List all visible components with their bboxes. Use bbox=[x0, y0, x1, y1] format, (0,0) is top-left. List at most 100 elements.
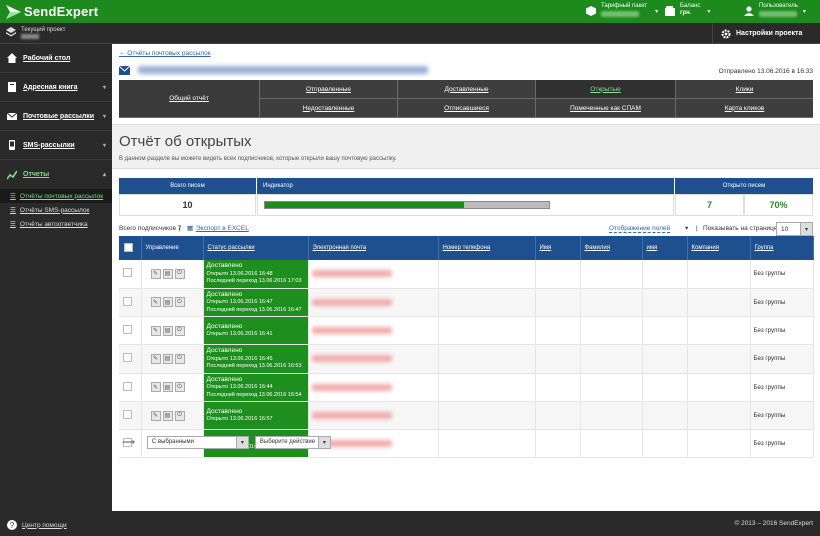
current-project-label: Текущий проект bbox=[21, 27, 66, 33]
document-icon[interactable]: ▤ bbox=[162, 353, 173, 364]
column-header[interactable]: Компания bbox=[687, 236, 751, 260]
group-cell: Без группы bbox=[750, 288, 814, 317]
with-selected-select[interactable]: С выбранными ▾ bbox=[146, 435, 249, 449]
power-icon[interactable]: ⏻ bbox=[174, 325, 185, 336]
row-checkbox[interactable] bbox=[123, 410, 132, 419]
action-select[interactable]: Выберите действие ▾ bbox=[254, 435, 331, 449]
power-icon[interactable]: ⏻ bbox=[174, 268, 185, 279]
user-icon bbox=[744, 6, 754, 16]
svg-text:?: ? bbox=[10, 521, 15, 530]
tab-clicks[interactable]: Клики bbox=[675, 80, 813, 99]
edit-icon[interactable]: ✎ bbox=[150, 382, 161, 393]
power-icon[interactable]: ⏻ bbox=[174, 410, 185, 421]
tab-unsubscribed[interactable]: Отписавшиеся bbox=[397, 99, 535, 118]
tab-delivered[interactable]: Доставленные bbox=[397, 80, 535, 99]
document-icon[interactable]: ▤ bbox=[162, 325, 173, 336]
row-select-cell[interactable] bbox=[119, 260, 142, 289]
select-all-checkbox[interactable] bbox=[124, 242, 133, 252]
row-select-cell[interactable] bbox=[119, 288, 142, 317]
row-select-cell[interactable] bbox=[119, 429, 142, 458]
indicator-bar-fill bbox=[265, 202, 464, 208]
user-block[interactable]: Пользователь ▾ bbox=[744, 3, 806, 20]
fields-display-link[interactable]: Отображение полей bbox=[609, 225, 671, 233]
sidebar-subitem-sms-reports[interactable]: ☰ Отчёты SMS-рассылок bbox=[0, 203, 112, 217]
power-icon[interactable]: ⏻ bbox=[174, 297, 185, 308]
column-header[interactable]: имя bbox=[642, 236, 688, 260]
row-select-cell[interactable] bbox=[119, 373, 142, 402]
per-page-select[interactable]: 10 ▾ bbox=[776, 222, 813, 236]
first-name-cell bbox=[535, 401, 581, 430]
row-select-cell[interactable] bbox=[119, 344, 142, 374]
edit-icon[interactable]: ✎ bbox=[150, 353, 161, 364]
edit-icon[interactable]: ✎ bbox=[150, 268, 161, 279]
row-checkbox[interactable] bbox=[123, 325, 132, 334]
document-icon[interactable]: ▤ bbox=[162, 268, 173, 279]
sidebar-subitem-label: Отчёты SMS-рассылок bbox=[19, 206, 90, 214]
table-header-row: Управление Статус рассылки Электронная п… bbox=[119, 236, 814, 260]
sidebar-item-sms[interactable]: SMS-рассылки ▾ bbox=[0, 131, 112, 160]
balance-block[interactable]: Баланс грн. ▾ bbox=[665, 3, 710, 17]
tab-click-map[interactable]: Карта кликов bbox=[675, 99, 813, 118]
row-checkbox[interactable] bbox=[123, 296, 132, 306]
status-cell: Доставлено Открыто 13.06.2016 16:57 bbox=[203, 401, 309, 430]
select-all-header[interactable] bbox=[119, 236, 142, 260]
chevron-down-icon: ▾ bbox=[655, 9, 659, 15]
open-time: Открыто 13.06.2016 16:41 bbox=[206, 331, 273, 337]
power-icon[interactable]: ⏻ bbox=[174, 353, 185, 364]
document-icon[interactable]: ▤ bbox=[162, 297, 173, 308]
logo[interactable]: SendExpert bbox=[6, 4, 98, 19]
row-checkbox[interactable] bbox=[123, 381, 132, 391]
tariff-block[interactable]: Тарифный пакет ▾ bbox=[586, 3, 658, 20]
sidebar-subitem-mail-reports[interactable]: ☰ Отчёты почтовых рассылок bbox=[0, 189, 112, 203]
phone-cell bbox=[438, 373, 536, 402]
column-header[interactable]: Имя bbox=[535, 236, 581, 260]
name-cell bbox=[642, 316, 688, 345]
column-header[interactable]: Статус рассылки bbox=[203, 236, 309, 260]
last-click-time: Последний переход 13.06.2016 17:03 bbox=[206, 278, 302, 284]
chevron-down-icon: ▾ bbox=[685, 225, 689, 232]
open-time: Открыто 13.06.2016 16:44 bbox=[206, 384, 273, 390]
help-center-link[interactable]: ? Центр помощи bbox=[7, 520, 67, 530]
group-cell: Без группы bbox=[750, 429, 814, 458]
per-page-value: 10 bbox=[781, 225, 789, 233]
tab-general-report[interactable]: Общий отчёт bbox=[119, 80, 259, 118]
mail-icon bbox=[7, 112, 17, 120]
row-select-cell[interactable] bbox=[119, 316, 142, 345]
column-header[interactable]: Номер телефона bbox=[438, 236, 536, 260]
row-checkbox[interactable] bbox=[123, 353, 132, 363]
project-settings-button[interactable]: Настройки проекта bbox=[712, 23, 820, 44]
tab-opened[interactable]: Открытые bbox=[535, 80, 675, 99]
sidebar-item-reports[interactable]: Отчеты ▴ bbox=[0, 160, 112, 189]
sidebar-item-mailings[interactable]: Почтовые рассылки ▾ bbox=[0, 102, 112, 131]
current-project[interactable]: Текущий проект bbox=[6, 27, 65, 42]
export-excel-link[interactable]: Экспорт в EXCEL bbox=[196, 225, 249, 232]
email-cell bbox=[308, 344, 439, 374]
tab-undelivered[interactable]: Недоставленные bbox=[259, 99, 397, 118]
column-header[interactable]: Группа bbox=[750, 236, 814, 260]
edit-icon[interactable]: ✎ bbox=[150, 297, 161, 308]
status-text: Доставлено bbox=[206, 347, 243, 354]
column-header[interactable]: Электронная почта bbox=[308, 236, 439, 260]
tab-spam[interactable]: Помеченные как СПАМ bbox=[535, 99, 675, 118]
sidebar-subitem-autoresponder-reports[interactable]: ☰ Отчёты автоответчика bbox=[0, 217, 112, 231]
email-cell bbox=[308, 316, 439, 345]
row-checkbox[interactable] bbox=[123, 438, 132, 447]
chevron-down-icon: ▾ bbox=[317, 436, 330, 448]
sidebar-item-address-book[interactable]: Адресная книга ▾ bbox=[0, 73, 112, 102]
opened-percent: 70% bbox=[744, 194, 813, 216]
first-name-cell bbox=[535, 429, 581, 458]
status-text: Доставлено bbox=[206, 262, 243, 269]
tab-sent[interactable]: Отправленные bbox=[259, 80, 397, 99]
total-value: 10 bbox=[119, 194, 256, 216]
power-icon[interactable]: ⏻ bbox=[174, 382, 185, 393]
breadcrumb[interactable]: ← Отчёты почтовых рассылок bbox=[119, 50, 211, 57]
column-header[interactable]: Фамилия bbox=[580, 236, 643, 260]
document-icon[interactable]: ▤ bbox=[162, 382, 173, 393]
sidebar-item-dashboard[interactable]: Рабочий стол bbox=[0, 44, 112, 73]
list-icon: ☰ bbox=[10, 207, 16, 214]
edit-icon[interactable]: ✎ bbox=[150, 410, 161, 421]
row-checkbox[interactable] bbox=[123, 268, 132, 278]
edit-icon[interactable]: ✎ bbox=[150, 325, 161, 336]
row-select-cell[interactable] bbox=[119, 401, 142, 430]
document-icon[interactable]: ▤ bbox=[162, 410, 173, 421]
